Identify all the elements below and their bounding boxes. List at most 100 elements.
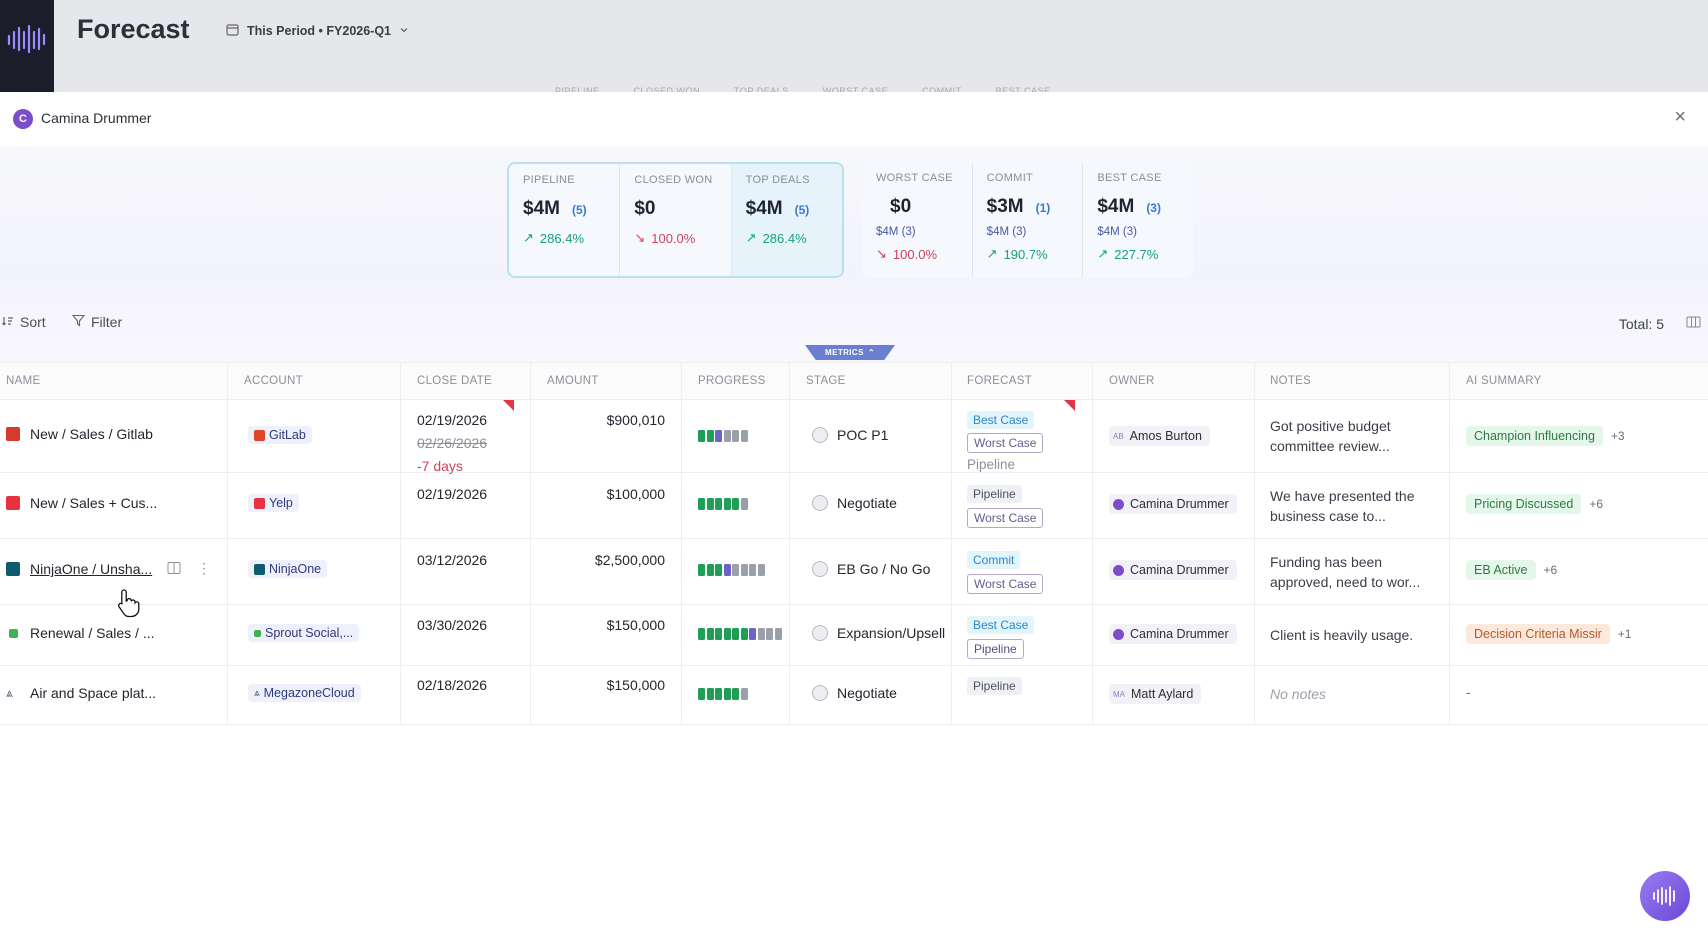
forecast-tag[interactable]: Worst Case — [967, 433, 1044, 453]
metrics-collapse-toggle[interactable]: METRICS ⌃ — [805, 345, 895, 360]
deal-notes[interactable]: Funding has been approved, need to wor..… — [1270, 554, 1421, 590]
deal-name[interactable]: Air and Space plat... — [30, 685, 157, 701]
open-side-panel-icon[interactable] — [167, 561, 181, 578]
owner-chip[interactable]: Camina Drummer — [1109, 560, 1237, 580]
metric-pipeline[interactable]: PIPELINE $4M (5) ↗ 286.4% — [509, 164, 619, 276]
period-selector[interactable]: This Period • FY2026-Q1 — [218, 16, 421, 46]
metric-best-case[interactable]: BEST CASE $4M (3) $4M (3) ↗ 227.7% — [1082, 162, 1193, 278]
account-chip[interactable]: GitLab — [248, 426, 312, 444]
col-amount[interactable]: AMOUNT — [531, 363, 682, 399]
col-notes[interactable]: NOTES — [1255, 363, 1450, 399]
forecast-tag[interactable]: Worst Case — [967, 574, 1044, 594]
forecast-tag[interactable]: Best Case — [967, 616, 1035, 634]
ai-more-count[interactable]: +6 — [1543, 563, 1558, 577]
close-date: 02/19/2026 — [417, 412, 488, 428]
col-progress[interactable]: PROGRESS — [682, 363, 790, 399]
stage-icon — [812, 561, 828, 577]
metrics-section: PIPELINE $4M (5) ↗ 286.4% CLOSED WON $0 ↘ 1… — [0, 147, 1708, 377]
account-chip[interactable]: Sprout Social,... — [248, 624, 360, 642]
ai-more-count[interactable]: +6 — [1589, 497, 1604, 511]
progress-segment — [706, 498, 714, 510]
metric-sub: $4M (3) — [986, 226, 1027, 238]
col-close-date[interactable]: CLOSE DATE — [401, 363, 531, 399]
deal-notes[interactable]: Client is heavily usage. — [1270, 627, 1414, 643]
chevron-down-icon — [399, 24, 409, 38]
col-stage[interactable]: STAGE — [790, 363, 952, 399]
progress-segment — [740, 628, 748, 640]
metric-label: CLOSED WON — [634, 174, 713, 186]
filter-label: Filter — [91, 314, 123, 330]
deal-notes[interactable]: No notes — [1270, 686, 1327, 702]
table-row[interactable]: New / Sales + Cus... Yelp 02/19/2026 $10… — [0, 473, 1708, 539]
table-row[interactable]: NinjaOne / Unsha... ⋮ NinjaOne 03/12/202… — [0, 539, 1708, 605]
forecast-tag[interactable]: Worst Case — [967, 508, 1044, 528]
ai-summary-tag[interactable]: Pricing Discussed — [1466, 494, 1582, 514]
more-options-icon[interactable]: ⋮ — [197, 560, 211, 576]
close-button[interactable]: × — [1674, 106, 1686, 128]
forecast-tag[interactable]: Pipeline — [967, 457, 1016, 472]
deal-name[interactable]: NinjaOne / Unsha... — [30, 561, 153, 577]
close-date: 02/19/2026 — [417, 486, 488, 502]
owner-chip[interactable]: Camina Drummer — [1109, 494, 1237, 514]
metric-sub: $4M (3) — [1097, 226, 1137, 238]
filter-button[interactable]: Filter — [71, 314, 123, 330]
progress-segment — [766, 628, 773, 640]
tab-commit: COMMIT — [922, 86, 962, 96]
progress-segment — [740, 688, 748, 700]
forecast-tag[interactable]: Commit — [967, 551, 1021, 569]
forecast-tag[interactable]: Pipeline — [967, 485, 1022, 503]
columns-icon[interactable] — [1686, 314, 1701, 334]
deal-name[interactable]: New / Sales + Cus... — [30, 495, 158, 511]
progress-bar — [698, 688, 748, 700]
metric-top-deals[interactable]: TOP DEALS $4M (5) ↗ 286.4% — [730, 164, 842, 276]
progress-segment — [698, 564, 705, 576]
account-chip[interactable]: NinjaOne — [248, 560, 328, 578]
progress-segment — [757, 628, 765, 640]
table-row[interactable]: ⩓ Air and Space plat... ⩓ MegazoneCloud 02… — [0, 666, 1708, 725]
close-date: 03/12/2026 — [417, 552, 488, 568]
owner-chip[interactable]: MA Matt Aylard — [1109, 684, 1202, 704]
metric-commit[interactable]: COMMIT $3M (1) $4M (3) ↗ 190.7% — [971, 162, 1083, 278]
ai-more-count[interactable]: +1 — [1617, 627, 1632, 641]
deal-notes[interactable]: We have presented the business case to..… — [1270, 488, 1415, 524]
col-ai-summary[interactable]: AI SUMMARY — [1466, 375, 1542, 387]
sort-button[interactable]: Sort — [2, 314, 46, 330]
tab-top-deals: TOP DEALS — [734, 86, 789, 96]
col-account[interactable]: ACCOUNT — [228, 363, 401, 399]
metric-closed-won[interactable]: CLOSED WON $0 ↘ 100.0% — [619, 164, 730, 276]
metric-value: $3M — [986, 196, 1024, 217]
col-forecast[interactable]: FORECAST — [952, 363, 1093, 399]
forecast-tag[interactable]: Best Case — [967, 411, 1035, 429]
deal-notes[interactable]: Got positive budget committee review... — [1270, 418, 1391, 454]
tab-pipeline: PIPELINE — [555, 86, 600, 96]
owner-chip[interactable]: AB Amos Burton — [1109, 426, 1210, 446]
col-owner[interactable]: OWNER — [1093, 363, 1255, 399]
forecast-tag[interactable]: Pipeline — [967, 639, 1024, 659]
ai-summary-tag[interactable]: EB Active — [1466, 560, 1536, 580]
account-chip[interactable]: Yelp — [248, 494, 299, 512]
metric-value: $4M — [745, 198, 783, 219]
period-label: This Period • FY2026-Q1 — [247, 24, 392, 38]
metric-worst-case[interactable]: WORST CASE $0 $4M (3) ↘ 100.0% — [862, 162, 972, 278]
trend-up-icon: ↗ — [986, 246, 998, 261]
deal-name[interactable]: New / Sales / Gitlab — [30, 426, 153, 442]
deal-name[interactable]: Renewal / Sales / ... — [30, 625, 155, 641]
ai-summary-tag[interactable]: Decision Criteria Missir — [1466, 624, 1610, 644]
assistant-button[interactable] — [1640, 871, 1690, 921]
table-row[interactable]: Renewal / Sales / ... Sprout Social,... … — [0, 605, 1708, 666]
account-name: MegazoneCloud — [263, 686, 355, 700]
account-chip[interactable]: ⩓ MegazoneCloud — [248, 684, 361, 702]
progress-segment — [698, 688, 705, 700]
account-logo-icon — [254, 429, 265, 441]
table-row[interactable]: New / Sales / Gitlab GitLab 02/19/2026 0… — [0, 400, 1708, 474]
app-logo[interactable] — [0, 0, 54, 92]
table-header: NAME ACCOUNT CLOSE DATE AMOUNT PROGRESS … — [0, 362, 1708, 400]
ai-summary-tag[interactable]: Champion Influencing — [1466, 426, 1603, 446]
deal-amount: $150,000 — [606, 677, 665, 693]
forecast-tag[interactable]: Pipeline — [967, 677, 1022, 695]
drawer-title: Camina Drummer — [41, 110, 152, 126]
ai-more-count[interactable]: +3 — [1610, 429, 1625, 443]
owner-chip[interactable]: Camina Drummer — [1109, 624, 1237, 644]
progress-segment — [715, 430, 722, 442]
col-name[interactable]: NAME — [0, 363, 228, 399]
